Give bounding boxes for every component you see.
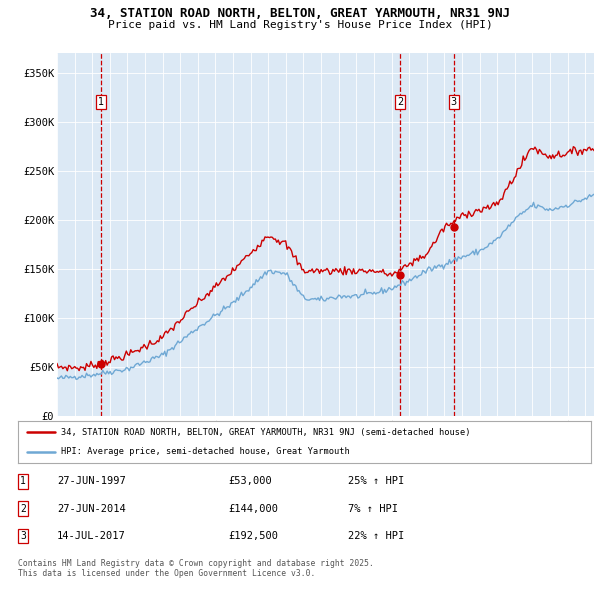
- Text: HPI: Average price, semi-detached house, Great Yarmouth: HPI: Average price, semi-detached house,…: [61, 447, 350, 456]
- Text: 2: 2: [397, 97, 403, 107]
- Text: £53,000: £53,000: [228, 477, 272, 486]
- Text: 3: 3: [451, 97, 457, 107]
- Text: 25% ↑ HPI: 25% ↑ HPI: [348, 477, 404, 486]
- Text: Price paid vs. HM Land Registry's House Price Index (HPI): Price paid vs. HM Land Registry's House …: [107, 20, 493, 30]
- Text: 22% ↑ HPI: 22% ↑ HPI: [348, 531, 404, 540]
- Text: £192,500: £192,500: [228, 531, 278, 540]
- Text: 1: 1: [98, 97, 104, 107]
- Text: 34, STATION ROAD NORTH, BELTON, GREAT YARMOUTH, NR31 9NJ (semi-detached house): 34, STATION ROAD NORTH, BELTON, GREAT YA…: [61, 428, 470, 437]
- Text: 7% ↑ HPI: 7% ↑ HPI: [348, 504, 398, 513]
- Text: 34, STATION ROAD NORTH, BELTON, GREAT YARMOUTH, NR31 9NJ: 34, STATION ROAD NORTH, BELTON, GREAT YA…: [90, 7, 510, 20]
- Text: £144,000: £144,000: [228, 504, 278, 513]
- Text: 14-JUL-2017: 14-JUL-2017: [57, 531, 126, 540]
- Text: Contains HM Land Registry data © Crown copyright and database right 2025.
This d: Contains HM Land Registry data © Crown c…: [18, 559, 374, 578]
- Text: 2: 2: [20, 504, 26, 513]
- Text: 1: 1: [20, 477, 26, 486]
- Text: 3: 3: [20, 531, 26, 540]
- Text: 27-JUN-1997: 27-JUN-1997: [57, 477, 126, 486]
- Text: 27-JUN-2014: 27-JUN-2014: [57, 504, 126, 513]
